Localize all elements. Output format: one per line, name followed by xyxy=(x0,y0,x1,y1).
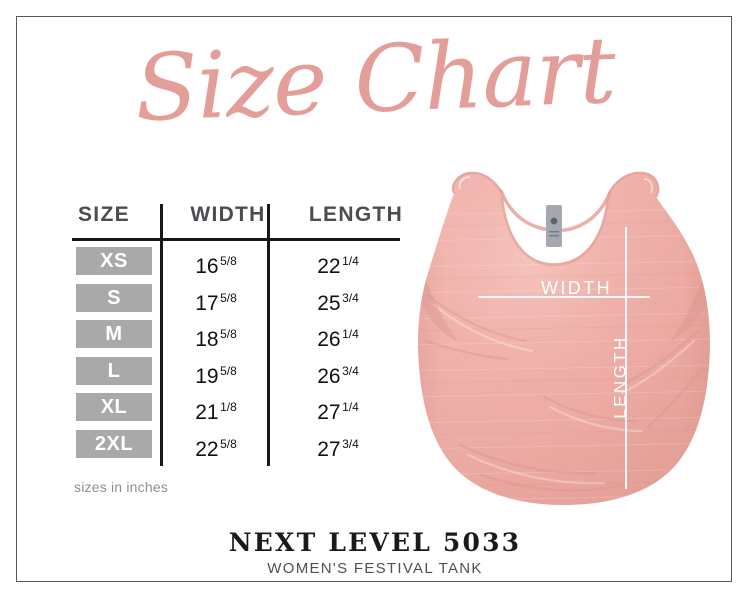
size-badge: XL xyxy=(76,393,152,421)
length-value: 27 1/4 xyxy=(278,392,398,428)
length-whole: 26 xyxy=(317,364,341,388)
width-measure-line xyxy=(478,296,650,298)
length-fraction: 3/4 xyxy=(342,436,359,451)
length-fraction: 1/4 xyxy=(342,400,359,414)
length-whole: 27 xyxy=(317,437,341,461)
length-value: 26 3/4 xyxy=(278,356,398,392)
length-whole: 22 xyxy=(317,255,341,278)
table-header-rule xyxy=(72,238,400,241)
length-measure-line xyxy=(625,227,627,489)
size-badge: S xyxy=(76,283,152,312)
width-value: 21 1/8 xyxy=(168,392,264,428)
column-header-length: LENGTH xyxy=(308,203,404,226)
table-row: XL 21 1/8 27 1/4 xyxy=(70,390,402,427)
column-header-width: WIDTH xyxy=(190,203,266,226)
width-whole: 19 xyxy=(195,364,219,388)
length-whole: 27 xyxy=(317,401,341,424)
length-value: 22 1/4 xyxy=(278,246,398,282)
brand-caption: NEXT LEVEL 5033 xyxy=(228,528,522,557)
length-value: 27 3/4 xyxy=(278,429,398,465)
length-measure-label: LENGTH xyxy=(610,335,630,419)
width-fraction: 5/8 xyxy=(220,327,237,341)
style-caption: WOMEN'S FESTIVAL TANK xyxy=(267,560,483,577)
table-header-row: SIZE WIDTH LENGTH xyxy=(70,200,402,236)
width-fraction: 5/8 xyxy=(220,436,237,451)
width-fraction: 1/8 xyxy=(220,400,237,414)
width-measure-label: WIDTH xyxy=(541,278,612,298)
length-value: 25 3/4 xyxy=(278,283,398,319)
length-fraction: 1/4 xyxy=(342,254,359,268)
width-fraction: 5/8 xyxy=(220,254,237,268)
width-value: 19 5/8 xyxy=(168,356,264,392)
size-badge: M xyxy=(76,320,152,348)
table-column-divider-1 xyxy=(160,204,163,466)
table-column-divider-2 xyxy=(267,204,270,466)
length-whole: 25 xyxy=(317,291,341,315)
width-value: 22 5/8 xyxy=(168,429,264,465)
width-whole: 16 xyxy=(195,255,219,278)
column-header-size: SIZE xyxy=(78,203,130,226)
table-row: S 17 5/8 25 3/4 xyxy=(70,281,402,318)
width-fraction: 5/8 xyxy=(220,363,237,378)
length-fraction: 3/4 xyxy=(342,363,359,378)
page-title: Size Chart xyxy=(133,16,617,143)
width-value: 18 5/8 xyxy=(168,319,264,355)
width-whole: 18 xyxy=(195,328,219,351)
length-value: 26 1/4 xyxy=(278,319,398,355)
size-table: SIZE WIDTH LENGTH XS 16 5/8 22 1/4 S 17 5/8… xyxy=(70,200,402,470)
units-note: sizes in inches xyxy=(74,479,169,495)
table-row: XS 16 5/8 22 1/4 xyxy=(70,244,402,281)
width-whole: 21 xyxy=(195,401,219,424)
length-whole: 26 xyxy=(317,328,341,351)
tank-top-illustration xyxy=(398,145,728,520)
length-fraction: 3/4 xyxy=(342,290,359,305)
size-badge: L xyxy=(76,356,152,385)
width-whole: 22 xyxy=(195,437,219,461)
length-fraction: 1/4 xyxy=(342,327,359,341)
table-row: L 19 5/8 26 3/4 xyxy=(70,354,402,391)
size-badge: XS xyxy=(76,247,152,275)
width-fraction: 5/8 xyxy=(220,290,237,305)
table-row: M 18 5/8 26 1/4 xyxy=(70,317,402,354)
table-row: 2XL 22 5/8 27 3/4 xyxy=(70,427,402,464)
table-body: XS 16 5/8 22 1/4 S 17 5/8 25 3/4 M 18 5/8 26 1… xyxy=(70,244,402,463)
width-whole: 17 xyxy=(195,291,219,315)
size-badge: 2XL xyxy=(76,429,152,458)
width-value: 17 5/8 xyxy=(168,283,264,319)
neck-tag xyxy=(546,205,562,247)
width-value: 16 5/8 xyxy=(168,246,264,282)
